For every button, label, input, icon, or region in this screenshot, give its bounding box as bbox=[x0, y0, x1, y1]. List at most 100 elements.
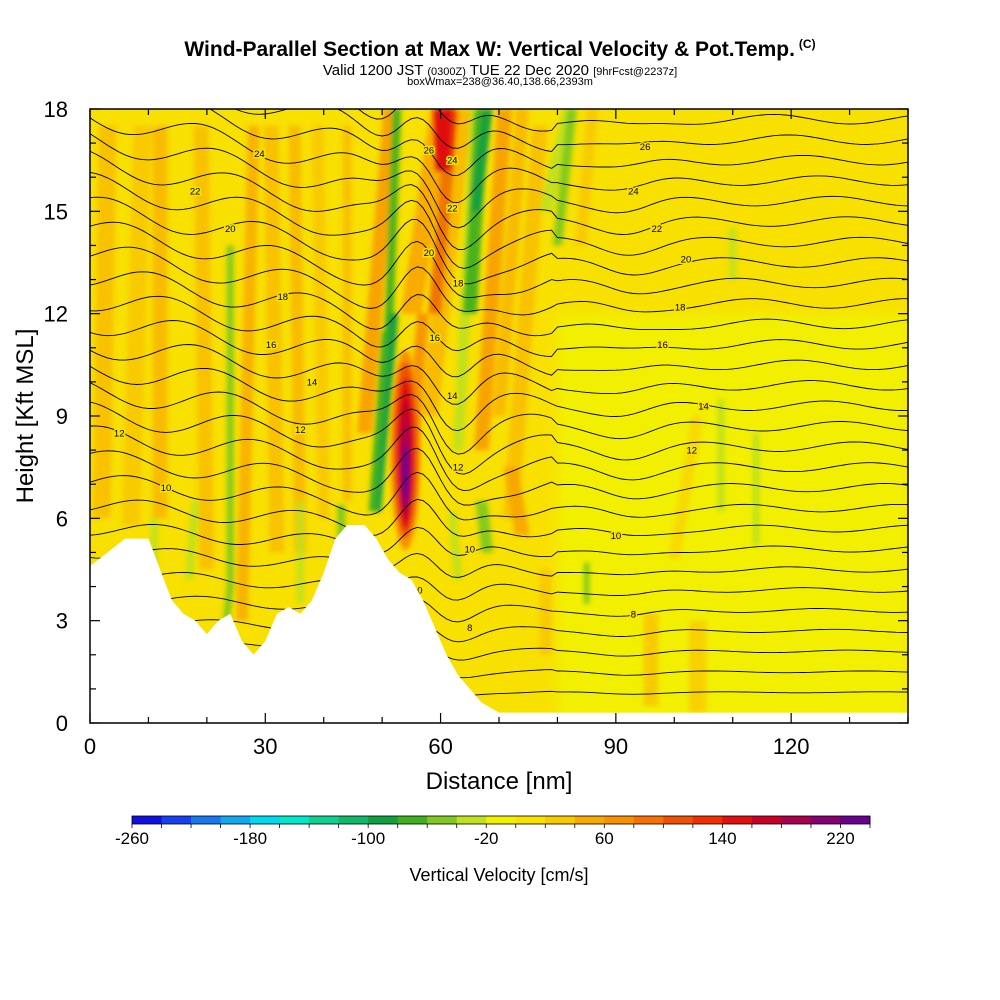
isentrope-labels: 24 22 20 18 16 14 12 12 10 26 24 22 20 18 16 14 12 10 10 8 2… bbox=[112, 141, 710, 636]
colorbar-swatch-23 bbox=[810, 816, 841, 824]
isentrope-label-10: 24 bbox=[447, 156, 458, 167]
isentrope-label-8: 10 bbox=[161, 483, 172, 494]
colorbar-swatch-1 bbox=[161, 816, 192, 824]
updraft-core bbox=[390, 350, 421, 551]
velocity-band-16 bbox=[383, 109, 402, 348]
colorbar-swatch-12 bbox=[486, 816, 517, 824]
y-tick-label-15: 15 bbox=[44, 199, 68, 224]
terrain-mask bbox=[90, 525, 908, 723]
isentrope-line-5 bbox=[90, 572, 908, 601]
colorbar-swatch-14 bbox=[545, 816, 576, 824]
valid-utc: (0300Z) bbox=[427, 66, 466, 78]
velocity-band-43 bbox=[668, 416, 704, 560]
isentrope-label-0: 24 bbox=[254, 149, 265, 160]
valid-date: TUE 22 Dec 2020 bbox=[469, 62, 590, 79]
y-tick-label-3: 3 bbox=[56, 609, 68, 634]
east-calm-region bbox=[557, 313, 908, 713]
core-max-purple bbox=[402, 443, 409, 504]
colorbar-label--20: -20 bbox=[474, 829, 499, 848]
isentrope-label-15: 14 bbox=[447, 391, 458, 402]
x-axis-label: Distance [nm] bbox=[426, 768, 573, 795]
isentrope-label-7: 12 bbox=[295, 425, 306, 436]
velocity-band-13 bbox=[296, 501, 304, 604]
isentrope-label-23: 20 bbox=[681, 255, 692, 266]
isentrope-label-12: 20 bbox=[424, 248, 435, 259]
velocity-band-3 bbox=[193, 126, 215, 570]
isentrope-label-20: 26 bbox=[640, 142, 651, 153]
colorbar-swatch-13 bbox=[515, 816, 546, 824]
colorbar-swatch-10 bbox=[427, 816, 458, 824]
isentrope-line-16 bbox=[90, 320, 908, 378]
isentrope-line-26 bbox=[90, 109, 908, 176]
colorbar-title: Vertical Velocity [cm/s] bbox=[409, 865, 588, 885]
isentrope-line-10 bbox=[90, 447, 908, 506]
colorbar-label-60: 60 bbox=[595, 829, 614, 848]
velocity-band-29 bbox=[503, 126, 548, 519]
isentrope-line-21 bbox=[90, 196, 908, 285]
colorbar: -260 -180 -100 -20 60 140 220 Vertical Velocity… bbox=[115, 815, 871, 885]
velocity-band-5 bbox=[236, 126, 260, 621]
colorbar-swatch-11 bbox=[456, 816, 487, 824]
colorbar-swatch-21 bbox=[751, 816, 782, 824]
colorbar-label--260: -260 bbox=[115, 829, 149, 848]
y-tick-label-0: 0 bbox=[56, 711, 68, 736]
x-tick-label-120: 120 bbox=[773, 734, 810, 759]
colorbar-swatch-24 bbox=[840, 816, 871, 824]
isentrope-label-1: 22 bbox=[190, 186, 201, 197]
chart-title: Wind-Parallel Section at Max W: Vertical… bbox=[0, 37, 1000, 62]
x-tick-label-0: 0 bbox=[84, 734, 96, 759]
colorbar-swatch-4 bbox=[250, 816, 281, 824]
chart-title-text: Wind-Parallel Section at Max W: Vertical… bbox=[184, 38, 795, 61]
isentrope-line-14 bbox=[90, 365, 908, 432]
velocity-band-1 bbox=[122, 126, 152, 526]
velocity-band-41 bbox=[643, 613, 659, 706]
isentrope-label-14: 16 bbox=[429, 333, 440, 344]
colorbar-swatch-17 bbox=[633, 816, 664, 824]
isentrope-label-28: 10 bbox=[611, 531, 622, 542]
colorbar-swatch-0 bbox=[132, 816, 163, 824]
velocity-band-36 bbox=[729, 228, 737, 280]
isentrope-line-13 bbox=[90, 382, 908, 455]
colorbar-label--180: -180 bbox=[233, 829, 267, 848]
colorbar-label-140: 140 bbox=[708, 829, 736, 848]
velocity-band-11 bbox=[185, 501, 199, 580]
isentrope-label-26: 14 bbox=[698, 401, 709, 412]
velocity-band-8 bbox=[312, 126, 330, 519]
y-tick-label-9: 9 bbox=[56, 404, 68, 429]
isentrope-line-7 bbox=[90, 523, 908, 558]
isentrope-label-4: 16 bbox=[266, 340, 277, 351]
velocity-band-40 bbox=[539, 569, 552, 655]
colorbar-label-220: 220 bbox=[826, 829, 854, 848]
isentrope-label-6: 12 bbox=[114, 429, 125, 440]
title-suffix: (C) bbox=[798, 37, 816, 51]
colorbar-swatch-3 bbox=[220, 816, 251, 824]
velocity-field: 24 22 20 18 16 14 12 12 10 26 24 22 20 18 16 14 12 10 10 8 2… bbox=[90, 109, 908, 723]
isentrope-label-9: 26 bbox=[424, 145, 435, 156]
isentrope-line-23 bbox=[90, 150, 908, 250]
colorbar-swatch-19 bbox=[692, 816, 723, 824]
forecast-note: [9hrFcst@2237z] bbox=[593, 66, 678, 78]
isentrope-line-22 bbox=[90, 171, 908, 269]
valid-prefix: Valid 1200 JST bbox=[322, 62, 424, 79]
velocity-band-32 bbox=[503, 467, 530, 536]
colorbar-swatch-9 bbox=[397, 816, 428, 824]
x-tick-label-90: 90 bbox=[604, 734, 628, 759]
colorbar-frame bbox=[131, 815, 871, 825]
isentrope-label-13: 18 bbox=[453, 278, 464, 289]
velocity-band-31 bbox=[475, 501, 494, 553]
isentrope-line-6 bbox=[90, 548, 908, 578]
colorbar-swatch-20 bbox=[722, 816, 753, 824]
isentrope-line-19 bbox=[90, 246, 908, 316]
y-tick-label-6: 6 bbox=[56, 506, 68, 531]
velocity-band-35 bbox=[575, 109, 598, 246]
velocity-band-26 bbox=[470, 109, 493, 212]
box-info: boxWmax=238@36.40,138.66,2393m bbox=[407, 76, 593, 88]
y-tick-label-18: 18 bbox=[44, 97, 68, 122]
velocity-band-4 bbox=[226, 245, 234, 587]
isentrope-line-11 bbox=[90, 425, 908, 492]
velocity-band-30 bbox=[448, 511, 463, 580]
colorbar-swatch-16 bbox=[604, 816, 635, 824]
x-tick-label-60: 60 bbox=[428, 734, 452, 759]
colorbar-label--100: -100 bbox=[351, 829, 385, 848]
